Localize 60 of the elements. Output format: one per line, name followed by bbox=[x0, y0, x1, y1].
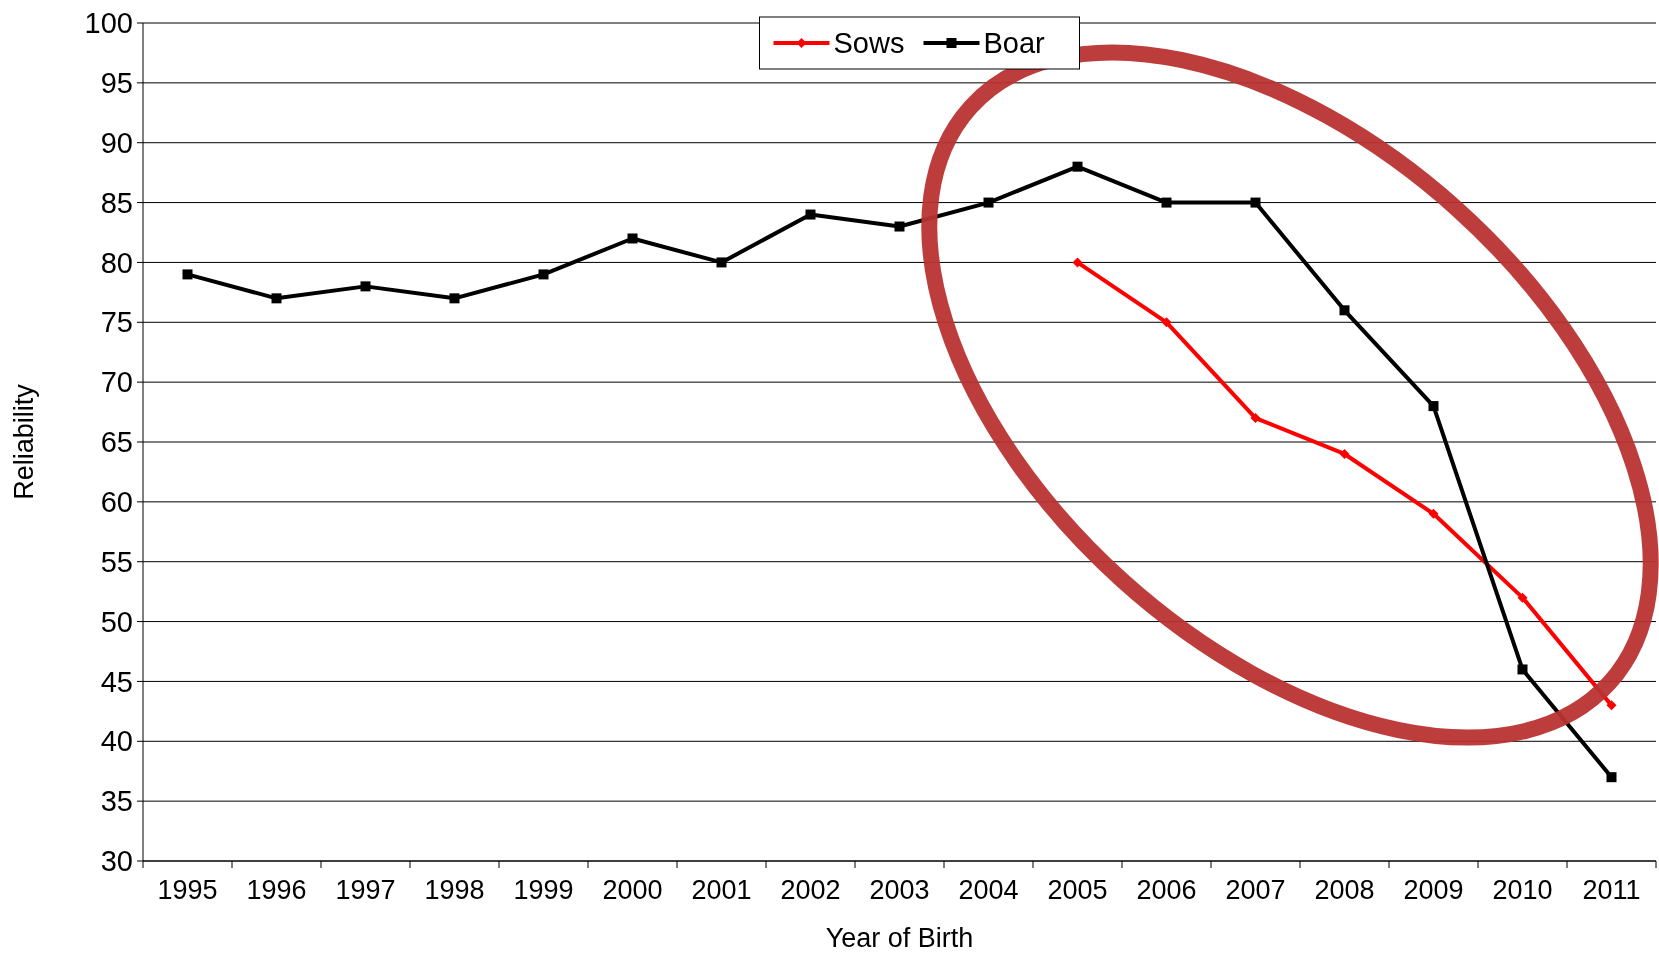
x-tick-label: 2010 bbox=[1492, 875, 1553, 905]
y-tick-label: 75 bbox=[100, 306, 133, 339]
y-tick-label: 85 bbox=[100, 186, 133, 219]
point bbox=[1339, 305, 1350, 316]
point bbox=[1428, 508, 1439, 519]
x-tick-label: 2004 bbox=[958, 875, 1019, 905]
point bbox=[1161, 317, 1172, 328]
y-tick-label: 45 bbox=[100, 665, 133, 698]
point bbox=[1428, 401, 1439, 412]
y-tick-label: 35 bbox=[100, 785, 133, 818]
y-tick-label: 55 bbox=[100, 545, 133, 578]
y-axis-title: Reliability bbox=[9, 383, 39, 500]
x-tick-label: 1996 bbox=[246, 875, 307, 905]
point bbox=[1606, 700, 1617, 711]
y-tick-label: 90 bbox=[100, 126, 133, 159]
x-tick-label: 2005 bbox=[1047, 875, 1108, 905]
y-tick-label: 70 bbox=[100, 366, 133, 399]
legend-label: Boar bbox=[983, 27, 1046, 60]
point bbox=[805, 209, 816, 220]
point bbox=[1517, 664, 1528, 675]
x-tick-label: 2002 bbox=[780, 875, 841, 905]
point bbox=[1250, 413, 1261, 424]
point bbox=[271, 293, 282, 304]
point bbox=[716, 257, 727, 268]
x-tick-label: 2011 bbox=[1582, 875, 1641, 905]
point bbox=[1072, 161, 1083, 172]
point bbox=[538, 269, 549, 280]
x-tick-label: 2001 bbox=[691, 875, 752, 905]
point bbox=[1517, 592, 1528, 603]
y-tick-label: 60 bbox=[100, 486, 133, 519]
point bbox=[1250, 197, 1261, 208]
point bbox=[983, 197, 994, 208]
y-tick-label: 40 bbox=[100, 725, 133, 758]
x-tick-label: 2006 bbox=[1136, 875, 1197, 905]
point bbox=[449, 293, 460, 304]
x-tick-label: 2009 bbox=[1403, 875, 1464, 905]
point bbox=[627, 233, 638, 244]
point bbox=[1072, 257, 1083, 268]
y-tick-label: 30 bbox=[100, 845, 133, 878]
x-tick-label: 2000 bbox=[602, 875, 663, 905]
y-tick-label: 95 bbox=[100, 67, 133, 100]
x-tick-label: 1999 bbox=[513, 875, 574, 905]
point bbox=[182, 269, 193, 280]
x-tick-label: 1997 bbox=[335, 875, 396, 905]
point bbox=[1161, 197, 1172, 208]
x-tick-label: 1995 bbox=[157, 875, 218, 905]
y-tick-label: 100 bbox=[84, 7, 133, 40]
point bbox=[1606, 772, 1617, 783]
point bbox=[894, 221, 905, 232]
x-tick-label: 2007 bbox=[1225, 875, 1286, 905]
y-tick-label: 50 bbox=[100, 605, 133, 638]
x-axis-title: Year of Birth bbox=[825, 923, 974, 953]
y-tick-label: 80 bbox=[100, 246, 133, 279]
y-tick-label: 65 bbox=[100, 426, 133, 459]
legend-label: Sows bbox=[833, 27, 905, 60]
x-tick-label: 1998 bbox=[424, 875, 485, 905]
point bbox=[1339, 448, 1350, 459]
x-tick-label: 2003 bbox=[869, 875, 930, 905]
point bbox=[360, 281, 371, 292]
x-tick-label: 2008 bbox=[1314, 875, 1375, 905]
